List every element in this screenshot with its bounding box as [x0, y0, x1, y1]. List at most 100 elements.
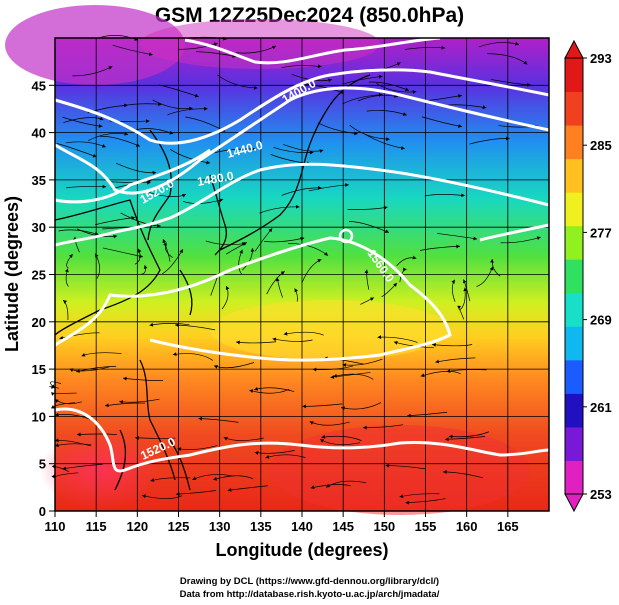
streamline-arrow [254, 451, 259, 455]
streamline-arrow [76, 432, 81, 437]
colorbar-tick-label: 277 [590, 225, 612, 240]
streamline [364, 133, 405, 149]
streamline-arrow [536, 236, 541, 241]
streamline-arrow [309, 421, 314, 425]
streamline-arrow [363, 425, 367, 430]
streamline-arrow [403, 267, 407, 272]
contour-1560b [479, 223, 550, 242]
streamline-arrow [213, 365, 218, 369]
colorbar-tick-label: 285 [590, 138, 612, 153]
streamline-arrow [405, 87, 409, 91]
streamline-arrow [213, 42, 218, 47]
streamline-arrow [124, 103, 128, 108]
streamline [348, 221, 390, 233]
streamline-arrow [294, 288, 299, 293]
streamline-arrow [412, 255, 417, 260]
streamline [56, 142, 97, 158]
streamline-arrow [319, 149, 324, 153]
streamline [169, 149, 211, 164]
streamline-arrow [123, 376, 127, 381]
streamline [205, 240, 246, 246]
streamline-arrow [145, 119, 150, 124]
y-tick-label: 45 [32, 78, 46, 93]
streamline [98, 35, 139, 41]
streamline [342, 75, 383, 85]
colorbar-frame [564, 57, 584, 495]
cold-core [5, 5, 185, 85]
streamline [196, 51, 237, 58]
y-tick-label: 25 [32, 268, 46, 283]
streamline-arrow [386, 137, 390, 142]
x-tick-label: 155 [415, 519, 437, 534]
streamline-arrow [51, 384, 55, 389]
streamline-arrow [81, 352, 86, 357]
streamline [167, 108, 208, 116]
streamline [105, 402, 146, 407]
streamline-arrow [489, 266, 494, 271]
warm-south [270, 425, 530, 515]
streamline [317, 122, 358, 135]
streamline-arrow [62, 466, 67, 471]
streamline-arrow [135, 143, 140, 147]
x-tick-label: 165 [497, 519, 519, 534]
colorbar-segments [565, 58, 583, 495]
streamline-arrow [385, 229, 389, 233]
y-tick-label: 5 [39, 457, 46, 472]
streamline-arrow [283, 331, 288, 336]
streamline-arrow [179, 249, 183, 254]
streamline [213, 475, 254, 481]
streamline-arrow [399, 494, 404, 498]
streamline [175, 490, 216, 495]
streamline-arrow [432, 342, 436, 347]
x-tick-label: 110 [45, 519, 66, 534]
streamline-arrow [253, 85, 258, 90]
streamline-arrow [451, 279, 455, 284]
streamline-arrow [318, 185, 322, 190]
y-tick-label: 0 [39, 504, 46, 519]
streamline [448, 431, 490, 438]
streamline [217, 74, 258, 89]
y-tick-label: 10 [32, 409, 46, 424]
streamline-arrow [396, 62, 401, 66]
y-tick-label: 20 [32, 315, 46, 330]
streamline-arrow [137, 248, 142, 253]
streamline [321, 435, 362, 441]
streamline-arrow [213, 476, 218, 481]
streamline-arrow [405, 500, 410, 505]
streamline-arrow [158, 102, 162, 107]
streamline [349, 124, 390, 140]
x-axis-label: Longitude (degrees) [215, 540, 388, 560]
streamline-arrow [441, 45, 446, 50]
streamline-arrow [317, 258, 322, 263]
streamline [62, 464, 103, 470]
streamline-arrow [149, 322, 154, 327]
colorbar-segment [565, 359, 583, 394]
colorbar: 293 285 277 269 261 253 [564, 39, 612, 513]
coastlines [54, 74, 371, 491]
streamline-arrow [225, 285, 230, 290]
streamline-arrow [473, 236, 478, 241]
y-tick-label: 15 [32, 362, 46, 377]
streamline-arrow [456, 244, 460, 249]
streamline-arrow [113, 234, 118, 239]
y-tick-label: 35 [32, 173, 46, 188]
x-axis: 110 115 120 125 130 135 140 145 150 155 160 165 [45, 511, 519, 534]
colorbar-segment [565, 292, 583, 327]
streamline [59, 332, 100, 339]
streamline [102, 247, 143, 258]
streamline-arrow [102, 184, 107, 189]
streamline-arrow [59, 335, 64, 340]
streamline-arrow [443, 469, 447, 474]
streamline-arrow [51, 392, 55, 396]
streamline-arrow [280, 271, 285, 275]
streamline [366, 109, 407, 116]
colorbar-segment [565, 125, 583, 160]
streamline-arrow [172, 352, 177, 357]
streamline-arrow [162, 239, 167, 244]
streamline-arrow [420, 373, 425, 378]
streamline-arrow [317, 64, 322, 69]
streamline-arrow [219, 198, 224, 203]
streamline [249, 388, 290, 394]
streamline-arrow [378, 74, 383, 79]
contour-1520s [54, 407, 550, 473]
